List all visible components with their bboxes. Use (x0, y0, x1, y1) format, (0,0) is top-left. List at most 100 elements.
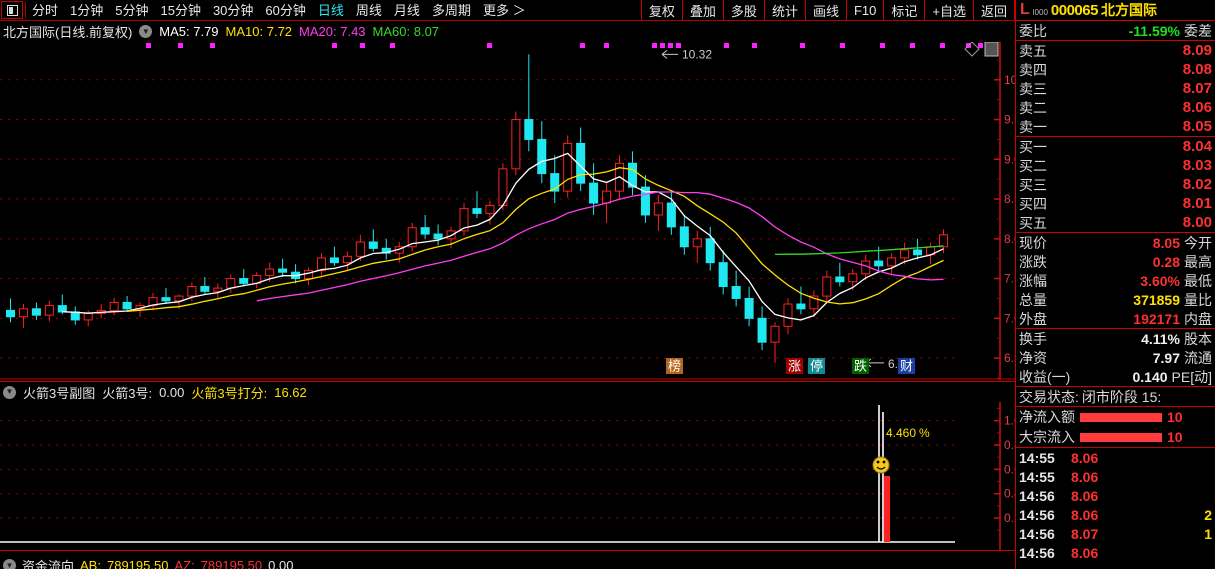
signal-marker (724, 43, 729, 48)
ask-row-4[interactable]: 卖一 8.05 (1016, 117, 1215, 136)
signal-marker (940, 43, 945, 48)
ask-row-3[interactable]: 卖二 8.06 (1016, 98, 1215, 117)
candle-body (187, 286, 197, 297)
toolbar-button-7[interactable]: +自选 (924, 0, 973, 20)
toolbar-button-3[interactable]: 统计 (763, 0, 805, 20)
candle-body (420, 227, 430, 235)
price-chart-canvas: 6.507.007.508.008.509.009.5010.0010.326.… (0, 42, 1015, 380)
toolbar-button-4[interactable]: 画线 (804, 0, 846, 20)
tick-row[interactable]: 14:56 8.06 2 (1016, 505, 1215, 524)
bottom-label-1: AB: (80, 558, 101, 569)
chart-badge[interactable] (898, 358, 915, 374)
stat2-value: 0.140 (1132, 368, 1168, 385)
ask-price: 8.07 (1182, 80, 1212, 97)
price-axis-label: 9.00 (1004, 152, 1015, 166)
ask-row-2[interactable]: 卖三 8.07 (1016, 79, 1215, 98)
period-tab-4[interactable]: 30分钟 (212, 2, 254, 18)
tick-row[interactable]: 14:56 8.06 (1016, 486, 1215, 505)
candle-body (278, 268, 288, 273)
candle-body (887, 257, 897, 267)
chart-badge[interactable] (786, 358, 803, 374)
stat-right-label: 今开 (1184, 234, 1212, 251)
toolbar-button-5[interactable]: F10 (845, 0, 883, 20)
stat2-label: 收益(一) (1019, 368, 1071, 385)
tick-row[interactable]: 14:55 8.06 (1016, 448, 1215, 467)
candle-body (407, 227, 417, 248)
chart-badge-label: 财 (900, 359, 913, 374)
order-diff-label: 委差 (1184, 22, 1212, 39)
toolbar-button-6[interactable]: 标记 (883, 0, 924, 20)
candle-body (511, 119, 521, 170)
tick-row[interactable]: 14:56 8.06 (1016, 543, 1215, 562)
bid-row-3[interactable]: 买四 8.01 (1016, 194, 1215, 213)
tick-row[interactable]: 14:56 8.07 1 (1016, 524, 1215, 543)
candle-body (472, 208, 482, 214)
price-chart[interactable]: 6.507.007.508.008.509.009.5010.0010.326.… (0, 42, 1015, 380)
quote-divider (1016, 406, 1215, 407)
stat-label: 现价 (1019, 234, 1047, 251)
period-tab-0[interactable]: 分时 (32, 2, 59, 18)
period-tab-8[interactable]: 月线 (393, 2, 420, 18)
period-tab-7[interactable]: 周线 (355, 2, 382, 18)
tick-time: 14:55 (1019, 449, 1055, 466)
stat2-value: 4.11% (1141, 330, 1180, 347)
candle-body (31, 308, 41, 316)
bid-row-4[interactable]: 买五 8.00 (1016, 213, 1215, 232)
candle-body (783, 303, 793, 327)
bid-row-0[interactable]: 买一 8.04 (1016, 137, 1215, 156)
ask-list: 卖五 8.09 卖四 8.08 卖三 8.07 卖二 8.06 卖一 8.05 (1016, 41, 1215, 136)
ma20-line (256, 191, 944, 302)
bid-row-1[interactable]: 买二 8.03 (1016, 156, 1215, 175)
candle-body (44, 305, 54, 316)
ask-row-0[interactable]: 卖五 8.09 (1016, 41, 1215, 60)
toolbar-button-1[interactable]: 叠加 (681, 0, 723, 20)
panel-toggle-icon[interactable] (984, 42, 999, 57)
price-axis-label: 8.50 (1004, 192, 1015, 206)
bid-row-2[interactable]: 买三 8.02 (1016, 175, 1215, 194)
chart-badge[interactable] (808, 358, 825, 374)
period-tab-6[interactable]: 日线 (317, 2, 344, 18)
panel-icon[interactable] (1, 1, 23, 19)
signal-marker (910, 43, 915, 48)
high-annotation-text: 10.32 (682, 47, 712, 61)
toolbar-button-0[interactable]: 复权 (640, 0, 682, 20)
bottom-value-1: 789195.50 (106, 558, 169, 569)
ma-value-list: MA5: 7.79 MA10: 7.72 MA20: 7.43 MA60: 8.07 (159, 24, 439, 39)
sub-chart-label-2: 火箭3号打分: (191, 385, 268, 401)
stat2-row-1: 净资 7.97 流通 (1016, 348, 1215, 367)
candle-body (109, 301, 119, 311)
chart-badge[interactable] (852, 358, 869, 374)
ask-row-1[interactable]: 卖四 8.08 (1016, 60, 1215, 79)
period-tab-5[interactable]: 60分钟 (265, 2, 306, 18)
chevron-down-icon[interactable]: ▼ (139, 25, 153, 38)
period-tab-9[interactable]: 多周期 (431, 2, 471, 18)
flow-row-0: 净流入额 10 (1016, 407, 1215, 427)
chevron-down-icon[interactable]: ▼ (3, 559, 16, 569)
signal-marker (752, 43, 757, 48)
sub-axis-label: 0.80 (1004, 438, 1015, 452)
toolbar-button-8[interactable]: 返回 (972, 0, 1015, 20)
sub-red-bar (884, 476, 890, 542)
bid-list: 买一 8.04 买二 8.03 买三 8.02 买四 8.01 买五 8.00 (1016, 137, 1215, 232)
period-tab-2[interactable]: 5分钟 (115, 2, 149, 18)
quote-divider (1016, 136, 1215, 137)
candle-body (537, 138, 547, 175)
period-tab-3[interactable]: 15分钟 (160, 2, 201, 18)
stock-header[interactable]: L l000 000065 北方国际 (1015, 0, 1215, 21)
stat-row-3: 总量 371859 量比 (1016, 290, 1215, 309)
price-axis-label: 10.00 (1004, 73, 1015, 87)
tick-price: 8.06 (1071, 506, 1099, 523)
candle-body (627, 162, 637, 188)
candle-body (174, 295, 184, 302)
diamond-icon[interactable] (964, 42, 980, 57)
period-tab-10[interactable]: 更多 ＞ (482, 2, 526, 18)
indicator-chart[interactable]: 1.00 0.80 0.60 0.40 0.20 4.460% (0, 402, 1015, 550)
chart-badge[interactable] (666, 358, 683, 374)
quote-divider (1016, 447, 1215, 448)
period-tab-1[interactable]: 1分钟 (70, 2, 104, 18)
chevron-down-icon[interactable]: ▼ (3, 385, 16, 399)
signal-marker (840, 43, 845, 48)
toolbar-button-2[interactable]: 多股 (722, 0, 764, 20)
indicator-chart-canvas: 1.00 0.80 0.60 0.40 0.20 4.460% (0, 402, 1015, 550)
tick-row[interactable]: 14:55 8.06 (1016, 467, 1215, 486)
